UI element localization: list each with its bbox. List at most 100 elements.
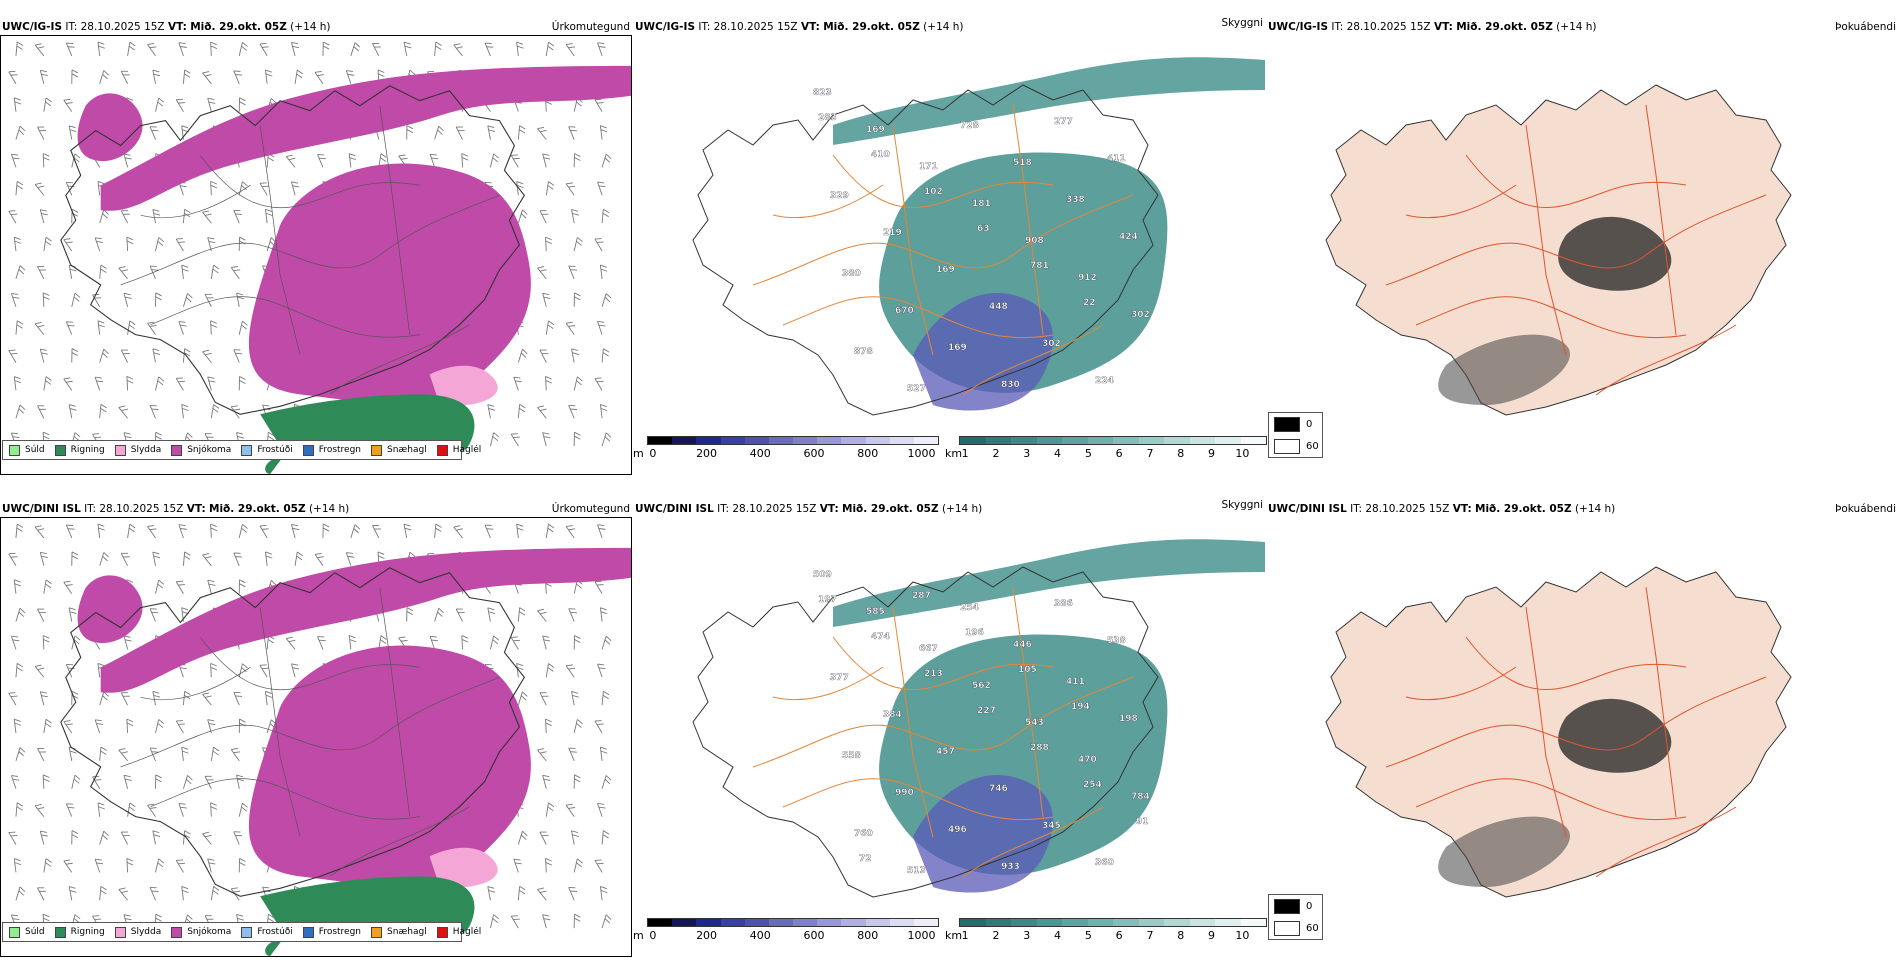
init-time: 28.10.2025 15Z [1365, 503, 1449, 515]
wind-barb [602, 349, 609, 363]
wind-barb [153, 551, 162, 566]
colorbar-tick-label: 400 [750, 929, 771, 942]
wind-barb [44, 377, 52, 392]
wind-barb [351, 43, 361, 58]
wind-barb [574, 293, 580, 307]
colorbar-tick-label: 200 [696, 929, 717, 942]
colorbar-tick-label: 8 [1177, 929, 1184, 942]
ceiling-label: 219 [883, 228, 902, 238]
fog-legend-swatch [1274, 439, 1300, 454]
ceiling-label: 194 [1071, 702, 1090, 712]
ceiling-label: 823 [813, 88, 832, 98]
ceiling-label: 169 [866, 125, 885, 135]
ceiling-label: 196 [965, 628, 984, 638]
legend-item: Snæhagl [371, 445, 427, 456]
wind-barb [602, 691, 609, 705]
wind-barb [119, 746, 132, 761]
model-name: UWC/IG-IS [635, 21, 695, 33]
fog-legend-swatch [1274, 899, 1300, 914]
colorbar-tick-label: 5 [1085, 929, 1092, 942]
wind-barb [183, 691, 190, 705]
wind-barb [318, 152, 329, 167]
wind-barb [211, 802, 218, 816]
rain-area [260, 394, 474, 474]
ceiling-label: 457 [936, 747, 955, 757]
wind-barb [595, 718, 607, 733]
wind-barb [600, 404, 608, 419]
wind-barb [66, 801, 77, 816]
it-label: IT: [84, 503, 96, 515]
wind-barb [239, 719, 245, 733]
wind-barb [237, 774, 246, 789]
wind-barb [40, 830, 49, 845]
colorbar-tick-label: 200 [696, 447, 717, 460]
ceiling-label: 543 [1025, 718, 1044, 728]
init-time: 28.10.2025 15Z [1347, 21, 1431, 33]
colorbar-tick-label: 10 [1235, 447, 1249, 460]
legend-item: Slydda [115, 927, 161, 938]
wind-barb [211, 320, 218, 334]
wind-barb [602, 831, 609, 845]
wind-barb [295, 70, 303, 85]
fog-legend-item: 0 [1269, 895, 1322, 917]
wind-barb [574, 153, 580, 167]
snow-area [78, 93, 143, 161]
wind-barb [490, 154, 499, 169]
fog-legend-item: 0 [1269, 413, 1322, 435]
wind-barb [153, 690, 162, 705]
ceiling-label: 509 [813, 570, 832, 580]
wind-barb [66, 523, 77, 538]
legend-item: Súld [9, 927, 45, 938]
legend-swatch [115, 445, 126, 456]
legend-label: Haglél [453, 445, 482, 455]
ceiling-label: 411 [1066, 677, 1085, 687]
wind-barb [566, 320, 579, 335]
wind-barb [546, 42, 554, 57]
wind-barb [148, 320, 161, 335]
wind-barb [16, 405, 26, 420]
wind-barb [100, 886, 107, 900]
wind-barb [537, 125, 550, 140]
wind-barb [148, 41, 161, 56]
ceiling-label: 878 [854, 347, 873, 357]
low-visibility-area [833, 539, 1265, 627]
wind-barb [72, 349, 78, 363]
wind-barb [518, 126, 525, 140]
wind-barb [203, 830, 216, 845]
lead-time: (+14 h) [1575, 503, 1615, 515]
wind-barb [156, 377, 165, 392]
wind-barb [38, 746, 50, 761]
wind-barb [64, 97, 77, 112]
wind-barb [121, 690, 133, 705]
wind-barb [518, 692, 528, 707]
wind-barb [435, 126, 445, 141]
wind-barb [16, 181, 23, 195]
wind-barb [124, 292, 133, 307]
wind-barb [43, 153, 50, 167]
wind-barb [286, 635, 299, 650]
colorbar-tick-label: 4 [1054, 929, 1061, 942]
wind-barb [430, 152, 440, 167]
wind-barb [260, 523, 272, 538]
wind-barb [208, 579, 217, 594]
wind-barb [183, 293, 193, 308]
wind-barb [602, 209, 609, 223]
vt-label: VT: [801, 21, 820, 33]
wind-barb [595, 857, 607, 872]
legend-item: Rigning [55, 445, 105, 456]
wind-barb [14, 858, 22, 873]
wind-barb [176, 718, 188, 733]
wind-barb [35, 320, 48, 335]
wind-barb [119, 404, 132, 419]
wind-barb [44, 580, 52, 595]
ceiling-label: 527 [907, 384, 926, 394]
field-name: Skyggni [1222, 17, 1264, 29]
lead-time: (+14 h) [1556, 21, 1596, 33]
wind-barb [454, 41, 467, 56]
model-name: UWC/DINI ISL [635, 503, 714, 515]
wind-barb [72, 552, 78, 566]
